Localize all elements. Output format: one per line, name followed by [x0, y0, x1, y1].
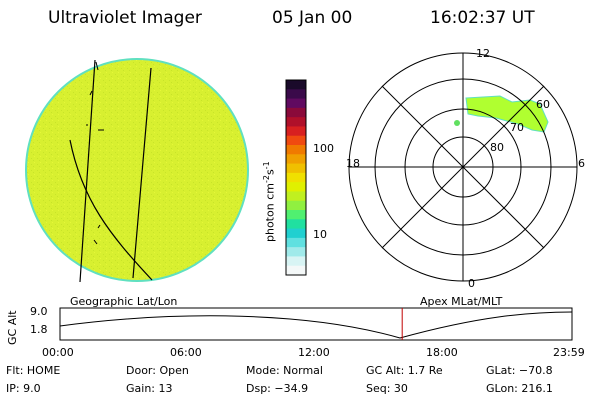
- gc-altitude: GC Alt: 1.7 Re: [366, 364, 443, 377]
- colorbar-swatch: [286, 163, 306, 174]
- mlt-label-18: 18: [346, 157, 360, 170]
- sequence-value: Seq: 30: [366, 382, 408, 395]
- altitude-plot-frame: [59, 307, 573, 341]
- altitude-plot: [59, 307, 573, 341]
- colorbar-swatch: [286, 126, 306, 137]
- colorbar-tick-10: 10: [313, 228, 327, 241]
- xtick-2359: 23:59: [553, 346, 585, 359]
- orbit-track-line: [79, 59, 96, 283]
- colorbar-swatch: [286, 80, 306, 90]
- mlt-label-12: 12: [476, 47, 490, 60]
- mode-status: Mode: Normal: [246, 364, 323, 377]
- colorbar-swatch: [286, 265, 306, 276]
- terminator-curve: [69, 139, 153, 281]
- colorbar-frame: [285, 79, 307, 276]
- xtick-1800: 18:00: [426, 346, 458, 359]
- colorbar-swatch: [286, 172, 306, 183]
- altitude-axis-label: GC Alt: [6, 310, 19, 345]
- altitude-tick-9: 9.0: [30, 305, 48, 318]
- lat-label-70: 70: [510, 121, 524, 134]
- colorbar-swatch: [286, 200, 306, 211]
- observation-date: 05 Jan 00: [272, 8, 353, 28]
- colorbar-swatch: [286, 256, 306, 267]
- mlt-line-diag2: [381, 85, 545, 249]
- earth-disk: [25, 58, 249, 282]
- observation-time: 16:02:37 UT: [430, 8, 535, 28]
- colorbar-swatch: [286, 191, 306, 202]
- altitude-curve: [59, 311, 573, 339]
- mlt-label-6: 6: [578, 157, 585, 170]
- colorbar-swatch: [286, 228, 306, 239]
- lat-label-80: 80: [490, 141, 504, 154]
- geo-latitude: GLat: −70.8: [486, 364, 553, 377]
- colorbar-swatch: [286, 247, 306, 257]
- apex-panel-label: Apex MLat/MLT: [420, 295, 503, 308]
- auroral-spot: [454, 120, 460, 126]
- colorbar: [285, 79, 307, 276]
- orbit-track-line: [132, 67, 152, 279]
- lat-label-60: 60: [536, 98, 550, 111]
- altitude-tick-1-8: 1.8: [30, 323, 48, 336]
- colorbar-swatch: [286, 219, 306, 230]
- xtick-1200: 12:00: [298, 346, 330, 359]
- colorbar-swatch: [286, 145, 306, 155]
- colorbar-swatch: [286, 107, 306, 118]
- colorbar-swatch: [286, 210, 306, 220]
- colorbar-swatch: [286, 182, 306, 192]
- instrument-title: Ultraviolet Imager: [48, 8, 202, 28]
- ip-value: IP: 9.0: [6, 382, 41, 395]
- flight-status: Flt: HOME: [6, 364, 61, 377]
- dsp-value: Dsp: −34.9: [246, 382, 309, 395]
- gain-value: Gain: 13: [126, 382, 173, 395]
- xtick-0600: 06:00: [170, 346, 202, 359]
- colorbar-tick-100: 100: [313, 142, 334, 155]
- xtick-0000: 00:00: [42, 346, 74, 359]
- colorbar-swatch: [286, 154, 306, 165]
- coastline-fragment: [86, 61, 104, 245]
- door-status: Door: Open: [126, 364, 189, 377]
- mlt-label-0: 0: [468, 277, 475, 290]
- geographic-panel-label: Geographic Lat/Lon: [70, 295, 178, 308]
- colorbar-swatch: [286, 98, 306, 109]
- colorbar-swatch: [286, 237, 306, 248]
- geo-longitude: GLon: 216.1: [486, 382, 553, 395]
- colorbar-swatch: [286, 117, 306, 127]
- colorbar-swatch: [286, 135, 306, 146]
- colorbar-swatch: [286, 89, 306, 100]
